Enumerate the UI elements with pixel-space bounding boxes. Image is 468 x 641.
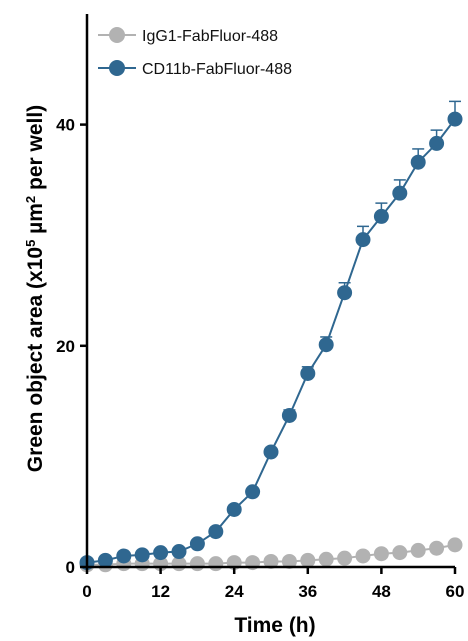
data-point xyxy=(153,545,169,561)
data-point xyxy=(189,536,205,552)
legend-label: IgG1-FabFluor-488 xyxy=(142,28,278,45)
data-point xyxy=(281,407,297,423)
data-point xyxy=(447,537,463,553)
data-point xyxy=(208,556,224,572)
data-point xyxy=(429,135,445,151)
y-tick-label: 0 xyxy=(66,558,75,577)
data-point xyxy=(447,111,463,127)
data-point xyxy=(373,208,389,224)
x-tick-label: 36 xyxy=(298,582,317,601)
data-point xyxy=(263,444,279,460)
y-tick-label: 40 xyxy=(56,116,75,135)
y-axis-ticks: 0 20 40 xyxy=(56,116,87,577)
data-point xyxy=(355,232,371,248)
legend: IgG1-FabFluor-488 CD11b-FabFluor-488 xyxy=(98,27,292,78)
data-point xyxy=(392,545,408,561)
y-axis-title-sup1: 5 xyxy=(23,240,38,247)
data-point xyxy=(171,544,187,560)
legend-marker xyxy=(109,27,125,43)
x-tick-label: 60 xyxy=(446,582,465,601)
y-tick-label: 20 xyxy=(56,337,75,356)
plot-area xyxy=(79,100,463,573)
data-point xyxy=(263,553,279,569)
legend-marker xyxy=(109,60,125,76)
x-tick-label: 24 xyxy=(225,582,244,601)
x-tick-label: 0 xyxy=(82,582,91,601)
data-point xyxy=(429,540,445,556)
y-axis-title: Green object area (x105 µm2 per well) xyxy=(23,105,48,472)
data-point xyxy=(410,542,426,558)
series-2 xyxy=(79,100,463,571)
data-point xyxy=(97,552,113,568)
data-point xyxy=(410,154,426,170)
data-point xyxy=(300,552,316,568)
data-point xyxy=(337,285,353,301)
data-point xyxy=(300,365,316,381)
x-tick-label: 12 xyxy=(151,582,170,601)
data-point xyxy=(373,546,389,562)
x-tick-label: 48 xyxy=(372,582,391,601)
data-point xyxy=(189,556,205,572)
data-point xyxy=(134,547,150,563)
data-point xyxy=(116,548,132,564)
legend-item: CD11b-FabFluor-488 xyxy=(98,60,292,78)
legend-item: IgG1-FabFluor-488 xyxy=(98,27,278,45)
axes xyxy=(85,14,455,569)
data-point xyxy=(355,548,371,564)
data-point xyxy=(208,524,224,540)
data-point xyxy=(226,501,242,517)
y-axis-title-prefix: Green object area (x10 xyxy=(24,247,47,472)
y-axis-title-middle: µm xyxy=(24,203,47,240)
data-point xyxy=(337,550,353,566)
data-point xyxy=(281,553,297,569)
data-point xyxy=(392,185,408,201)
y-axis-title-suffix: per well) xyxy=(24,105,47,196)
data-point xyxy=(318,551,334,567)
data-point xyxy=(245,484,261,500)
legend-label: CD11b-FabFluor-488 xyxy=(142,61,292,78)
data-point xyxy=(318,337,334,353)
x-axis-title: Time (h) xyxy=(234,614,315,637)
y-axis-title-sup2: 2 xyxy=(23,196,38,203)
x-axis-ticks: 0 12 24 36 48 60 xyxy=(82,567,464,601)
